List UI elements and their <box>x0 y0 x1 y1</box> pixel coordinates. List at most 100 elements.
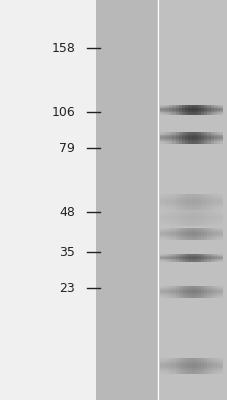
Text: 48: 48 <box>59 206 75 218</box>
Bar <box>194 254 197 262</box>
Bar <box>184 132 188 144</box>
Bar <box>159 288 222 289</box>
Bar <box>207 105 210 115</box>
Bar <box>168 286 172 298</box>
Bar <box>162 210 165 226</box>
Bar <box>172 228 175 240</box>
Bar <box>162 254 165 262</box>
Bar <box>159 364 222 366</box>
Bar <box>213 132 216 144</box>
Bar <box>159 358 162 374</box>
Bar <box>165 358 168 374</box>
Bar <box>210 132 213 144</box>
Bar <box>175 254 178 262</box>
Bar <box>219 358 222 374</box>
Bar <box>175 286 178 298</box>
Bar <box>165 286 168 298</box>
Bar <box>159 198 222 199</box>
Bar <box>159 111 222 112</box>
Bar <box>194 358 197 374</box>
Bar <box>210 358 213 374</box>
Bar <box>159 139 222 140</box>
Bar <box>159 213 222 214</box>
Bar <box>172 286 175 298</box>
Bar <box>159 235 222 236</box>
Bar <box>165 254 168 262</box>
Bar <box>203 358 207 374</box>
Bar <box>159 236 222 237</box>
Bar <box>159 254 222 255</box>
Bar <box>191 105 194 115</box>
Bar <box>159 358 222 359</box>
Bar <box>159 212 222 213</box>
Bar <box>191 210 194 226</box>
Bar <box>210 194 213 210</box>
Bar <box>159 141 222 142</box>
Bar <box>207 194 210 210</box>
Bar <box>159 110 222 111</box>
Bar <box>194 105 197 115</box>
Bar <box>213 254 216 262</box>
Bar <box>159 215 222 216</box>
Bar <box>178 105 181 115</box>
Bar <box>191 228 194 240</box>
Bar <box>175 228 178 240</box>
Bar <box>159 370 222 371</box>
Bar <box>207 254 210 262</box>
Bar <box>159 207 222 208</box>
Bar <box>159 256 222 257</box>
Bar <box>175 105 178 115</box>
Bar <box>213 194 216 210</box>
Bar <box>162 286 165 298</box>
Bar <box>181 105 184 115</box>
Bar <box>159 137 222 138</box>
Bar <box>200 210 203 226</box>
Bar <box>159 368 222 369</box>
Bar <box>159 218 222 220</box>
Bar <box>175 194 178 210</box>
Bar <box>159 254 162 262</box>
Bar <box>159 200 222 202</box>
Bar <box>200 358 203 374</box>
Bar <box>210 286 213 298</box>
Text: 106: 106 <box>51 106 75 118</box>
Bar <box>159 220 222 221</box>
Bar <box>172 254 175 262</box>
Bar <box>159 133 222 134</box>
Bar <box>159 261 222 262</box>
Bar <box>159 202 222 204</box>
Bar <box>159 238 222 239</box>
Bar <box>159 257 222 258</box>
Bar <box>159 135 222 136</box>
Bar <box>159 210 162 226</box>
Bar <box>210 105 213 115</box>
Bar <box>191 194 194 210</box>
Bar <box>159 286 162 298</box>
Bar <box>159 205 222 206</box>
Text: 158: 158 <box>51 42 75 54</box>
Bar <box>197 228 200 240</box>
Bar <box>178 210 181 226</box>
Bar <box>207 228 210 240</box>
Bar <box>159 105 222 106</box>
Bar <box>210 210 213 226</box>
Bar <box>207 132 210 144</box>
Bar <box>216 254 219 262</box>
Text: 23: 23 <box>59 282 75 294</box>
Bar <box>159 206 222 207</box>
Bar <box>178 228 181 240</box>
Bar <box>178 254 181 262</box>
Bar <box>159 234 222 235</box>
Bar <box>159 138 222 139</box>
Bar <box>168 358 172 374</box>
Bar <box>159 372 222 373</box>
Bar <box>191 132 194 144</box>
Bar <box>162 228 165 240</box>
Bar <box>159 199 222 200</box>
Bar <box>200 194 203 210</box>
Bar <box>194 132 197 144</box>
Bar <box>159 233 222 234</box>
Bar <box>216 210 219 226</box>
Bar <box>207 286 210 298</box>
Bar <box>159 105 162 115</box>
